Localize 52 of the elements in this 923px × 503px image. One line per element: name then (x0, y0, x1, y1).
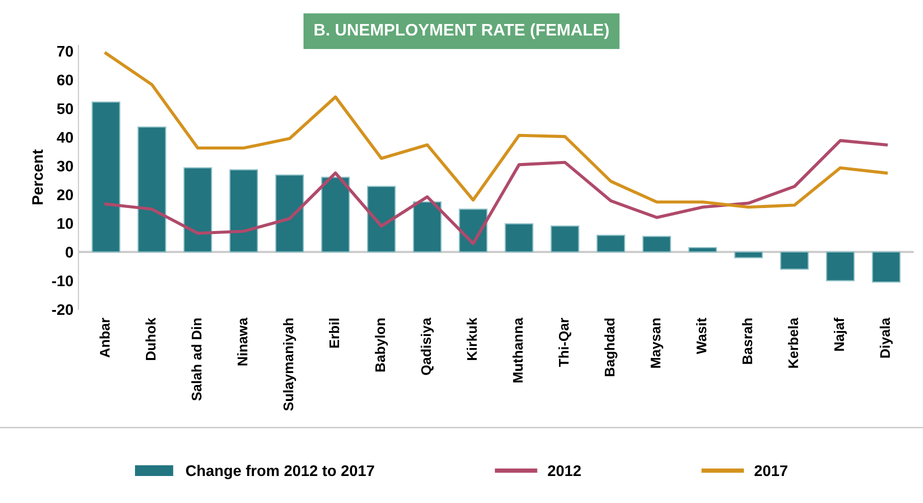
x-tick-label: Duhok (145, 318, 156, 360)
bar (734, 251, 763, 258)
x-tick-label: Basrah (742, 318, 752, 364)
bar (229, 169, 258, 252)
legend-label: 2017 (754, 465, 788, 476)
bar (367, 186, 396, 252)
chart-title: B. UNEMPLOYMENT RATE (FEMALE) (314, 23, 609, 39)
y-tick-label: 0 (66, 246, 73, 258)
y-axis-title: Percent (32, 149, 43, 204)
bar (826, 251, 855, 282)
x-tick-label: Baghdad (604, 318, 618, 376)
x-tick-label: Maysan (650, 318, 664, 368)
y-tick-label: 50 (57, 103, 73, 114)
bar (138, 126, 166, 252)
x-tick-label: Sulaymaniyah (283, 318, 296, 411)
x-tick-label: Ninawa (237, 318, 248, 366)
y-tick-label: -10 (52, 276, 73, 286)
y-tick-label: 30 (56, 160, 73, 172)
bar (550, 226, 580, 252)
bar (596, 234, 626, 252)
x-tick-label: Najaf (834, 318, 847, 351)
x-tick-label: Anbar (100, 318, 110, 358)
y-tick-label: 20 (57, 189, 73, 200)
line-series (104, 139, 888, 246)
y-tick-label: 70 (57, 46, 73, 57)
line-series (104, 52, 888, 209)
legend-label: Change from 2012 to 2017 (186, 464, 374, 480)
bar (183, 167, 212, 252)
bar (780, 251, 809, 270)
legend-label: 2012 (548, 465, 581, 476)
bar (504, 223, 534, 252)
x-tick-label: Kerbela (788, 318, 798, 368)
bar (872, 251, 901, 283)
x-tick-label: Muthanna (512, 318, 523, 382)
x-tick-label: Diyala (880, 318, 893, 358)
bar (412, 201, 442, 252)
x-tick-label: Wasit (696, 318, 706, 354)
y-tick-label: 40 (56, 132, 73, 143)
x-tick-label: Babylon (374, 318, 388, 372)
y-tick-label: 60 (57, 74, 73, 86)
bar (642, 236, 672, 252)
bar (92, 102, 120, 252)
x-tick-label: Kirkuk (466, 318, 477, 360)
x-tick-label: Thi-Qar (558, 318, 572, 367)
y-tick-label: -20 (52, 304, 73, 316)
y-tick-label: 10 (58, 218, 73, 229)
bar (688, 247, 717, 252)
x-tick-label: Erbil (329, 318, 340, 348)
bar (321, 176, 350, 252)
bar (275, 174, 304, 252)
x-tick-label: Qadisiya (420, 318, 434, 376)
x-tick-label: Salah ad Din (191, 318, 202, 401)
